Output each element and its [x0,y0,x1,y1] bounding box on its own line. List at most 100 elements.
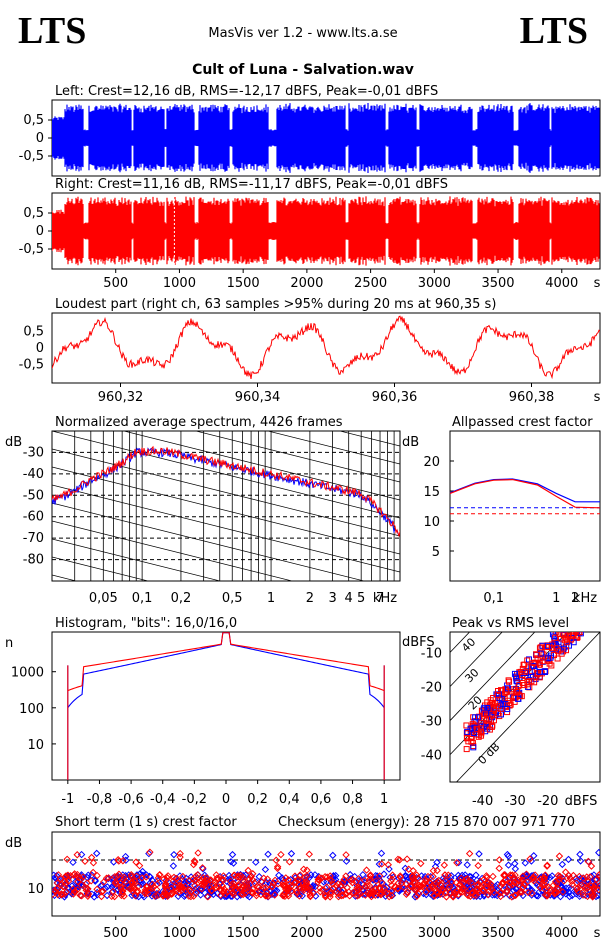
short-crest-right-point [474,861,482,870]
short-crest-right-point [546,884,554,893]
short-crest-right-point [327,877,336,885]
short-crest-right-point [396,872,404,880]
pvr-point [535,669,542,676]
short-crest-right-point [69,890,78,898]
short-crest-right-point [148,880,157,888]
short-crest-right-point [84,892,92,900]
short-crest-right-point [579,874,588,882]
short-crest-left-point [74,882,83,891]
short-crest-right-point [193,871,202,879]
short-crest-left-point [433,858,441,867]
short-crest-left-point [454,858,463,867]
short-crest-right-point [460,878,468,887]
short-crest-right-point [338,878,347,887]
pvr-point [473,725,480,732]
pvr-point [578,632,585,633]
short-crest-right-point [199,874,207,882]
short-crest-right-point [76,891,84,900]
short-crest-right-point [366,890,374,898]
pvr-point [498,711,505,718]
short-crest-right-point [402,880,410,888]
short-crest-right-point [217,886,225,894]
short-crest-left-point [239,871,247,880]
short-crest-right-point [171,883,179,891]
short-crest-right-point [479,881,487,890]
short-crest-right-point [479,887,488,895]
pvr-crest-label: 40 [459,635,478,654]
short-crest-right-point [326,872,334,880]
short-crest-right-point [206,883,214,892]
short-crest-right-point [407,883,415,891]
short-crest-right-point [551,890,559,898]
crest-title: Allpassed crest factor [452,415,593,430]
short-crest-left-point [576,850,584,859]
short-crest-right-point [143,883,151,891]
pvr-point [574,607,579,612]
pvr-point [478,732,485,739]
short-crest-left-point [411,893,419,901]
short-crest-right-point [176,849,184,858]
short-crest-right-point [411,878,419,886]
pvr-point [463,746,470,753]
pvr-point [569,618,574,623]
short-crest-right-point [555,852,564,860]
short-crest-right-point [87,853,96,862]
short-crest-right-point [332,882,340,890]
short-crest-left-point [252,858,260,866]
pvr-crest-label: 30 [462,666,481,685]
short-crest-right-point [235,880,243,889]
short-crest-right-point [99,878,108,886]
pvr-point [584,624,589,629]
crest-xtick: 2 [571,591,579,606]
short-crest-left-point [93,891,102,899]
short-crest-right-point [323,883,331,891]
short-crest-right-point [329,884,338,892]
short-crest-right-point [403,888,412,896]
short-crest-right-point [326,875,334,883]
short-crest-left-point [419,889,428,898]
short-crest-right-point [167,890,175,898]
short-crest-right-point [339,891,347,900]
short-crest-right-point [81,857,89,865]
short-crest-right-point [77,892,86,900]
short-crest-right-point [559,888,567,896]
pvr-point [580,622,585,627]
short-crest-right-point [281,882,290,890]
short-crest-left-point [294,889,303,898]
short-crest-right-point [142,873,150,881]
pvr-point [552,634,559,641]
short-crest-right-point [292,878,300,887]
pvr-ylabel: dBFS [402,635,435,650]
pvr-point [581,625,586,630]
short-crest-right-point [296,871,304,879]
short-crest-right-point [372,877,380,885]
short-crest-right-point [125,885,134,893]
short-crest-right-point [174,888,183,896]
crest-frame [449,430,601,582]
short-crest-right-point [198,880,206,889]
short-crest-right-point [207,887,216,895]
spectrum-slope-line [338,431,400,447]
pvr-point [575,612,580,617]
histogram-xtick: -0,2 [182,792,207,807]
short-crest-right-point [191,858,199,866]
short-crest-right-point [337,891,345,900]
short-crest-left-point [380,870,388,878]
short-crest-xunit: s [594,926,601,941]
short-crest-right-point [348,878,357,887]
short-crest-right-point [250,879,259,887]
short-crest-left-point [385,865,393,873]
short-crest-right-point [413,892,421,901]
waveform-0-envelope [52,103,600,173]
short-crest-left-point [103,883,112,891]
file-title: Cult of Luna - Salvation.wav [192,62,414,78]
pvr-point [504,706,511,713]
short-crest-left-point [567,884,575,893]
app-title: MasVis ver 1.2 - www.lts.a.se [208,26,398,41]
short-crest-right-point [579,888,587,897]
pvr-crest-line [455,632,600,782]
short-crest-right-point [546,887,555,895]
loudest-xtick: 960,36 [372,390,418,405]
pvr-point [575,616,580,621]
